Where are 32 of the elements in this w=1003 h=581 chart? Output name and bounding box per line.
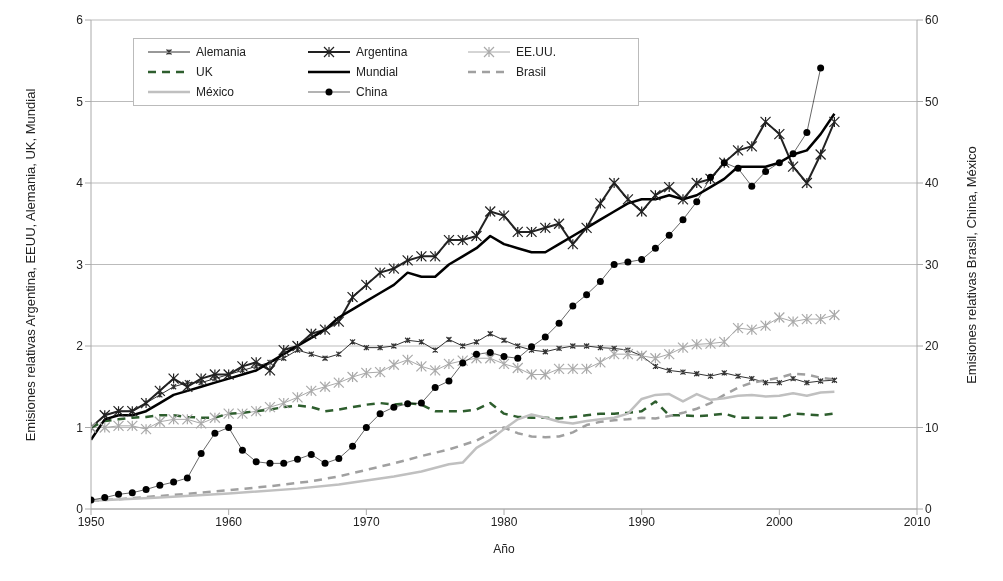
y-axis-title: Emisiones relativas Argentina, EEUU, Alemania, UK, Mundial	[22, 87, 38, 444]
legend-label: Alemania	[196, 45, 247, 59]
x-tick-label: 1950	[77, 514, 105, 529]
legend-label: China	[356, 85, 388, 99]
legend-label: EE.UU.	[516, 45, 557, 59]
x-tick-label: 1980	[490, 514, 518, 529]
y2-tick-label: 50	[925, 94, 939, 109]
x-tick-label: 2000	[765, 514, 793, 529]
y-tick-label: 6	[76, 13, 84, 28]
y-tick-label: 1	[76, 420, 84, 435]
x-tick-label: 1970	[352, 514, 380, 529]
legend-label: México	[196, 85, 235, 99]
x-tick-label: 1990	[628, 514, 656, 529]
x-tick-label: 2010	[903, 514, 931, 529]
x-axis-title: Año	[493, 542, 515, 556]
legend-label: UK	[196, 65, 213, 79]
y2-tick-label: 60	[925, 13, 939, 28]
x-tick-label: 1960	[215, 514, 243, 529]
y-tick-label: 4	[76, 176, 84, 191]
y2-tick-label: 20	[925, 339, 939, 354]
y-tick-label: 0	[76, 502, 84, 517]
y2-tick-label: 40	[925, 176, 939, 191]
legend-label: Mundial	[356, 65, 399, 79]
y-tick-label: 2	[76, 339, 84, 354]
legend-label: Brasil	[516, 65, 547, 79]
y-tick-label: 5	[76, 94, 84, 109]
y2-tick-label: 10	[925, 420, 939, 435]
y2-tick-label: 30	[925, 257, 939, 272]
y-tick-label: 3	[76, 257, 84, 272]
y2-axis-title: Emisiones relativas Brasil, China, México	[963, 145, 979, 386]
y2-tick-label: 0	[925, 502, 932, 517]
legend-label: Argentina	[356, 45, 408, 59]
